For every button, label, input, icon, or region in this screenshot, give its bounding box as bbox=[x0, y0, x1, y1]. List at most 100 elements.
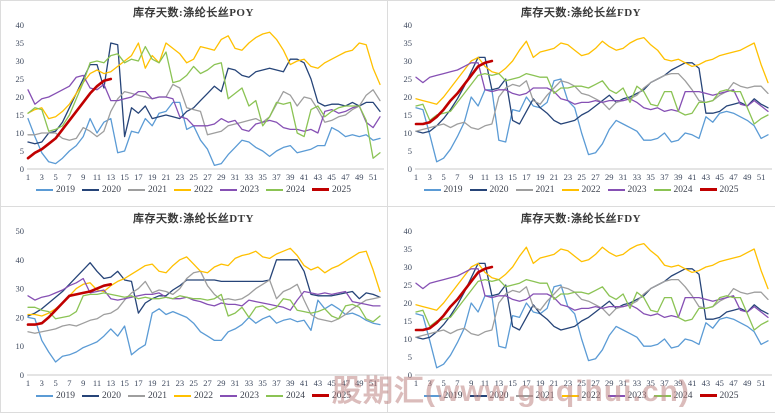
x-tick-label: 7 bbox=[455, 378, 459, 388]
x-tick-label: 17 bbox=[522, 378, 531, 388]
legend-swatch-2021 bbox=[128, 189, 145, 191]
x-tick-label: 37 bbox=[660, 172, 669, 182]
legend-label-2022: 2022 bbox=[582, 185, 601, 195]
x-tick-label: 43 bbox=[314, 172, 323, 182]
y-tick-label: 5 bbox=[407, 352, 411, 362]
x-tick-label: 29 bbox=[605, 378, 614, 388]
x-tick-label: 51 bbox=[756, 378, 765, 388]
legend-item-2019: 2019 bbox=[36, 185, 75, 195]
legend-swatch-2024 bbox=[266, 189, 283, 191]
legend-item-2020: 2020 bbox=[470, 391, 509, 401]
x-tick-label: 25 bbox=[577, 172, 586, 182]
legend-swatch-2025 bbox=[312, 188, 329, 191]
legend-swatch-2020 bbox=[82, 395, 99, 397]
x-tick-label: 19 bbox=[535, 378, 544, 388]
y-tick-label: 40 bbox=[403, 21, 412, 30]
x-tick-label: 15 bbox=[508, 172, 517, 182]
legend-label-2023: 2023 bbox=[240, 185, 259, 195]
x-tick-label: 17 bbox=[522, 172, 531, 182]
x-tick-label: 21 bbox=[162, 378, 171, 388]
legend-item-2024: 2024 bbox=[266, 185, 305, 195]
x-tick-label: 49 bbox=[355, 378, 364, 388]
x-tick-label: 33 bbox=[632, 378, 641, 388]
series-line-2019 bbox=[28, 300, 380, 362]
y-tick-label: 15 bbox=[403, 316, 412, 326]
legend-label-2020: 2020 bbox=[490, 391, 509, 401]
y-tick-label: 10 bbox=[16, 341, 25, 351]
series-line-2019 bbox=[416, 285, 768, 368]
x-tick-label: 51 bbox=[756, 172, 765, 182]
x-tick-label: 43 bbox=[701, 378, 710, 388]
y-tick-label: 5 bbox=[407, 146, 411, 156]
legend-swatch-2019 bbox=[36, 189, 53, 191]
legend-item-2019: 2019 bbox=[424, 185, 463, 195]
x-tick-label: 27 bbox=[203, 172, 212, 182]
y-tick-label: 35 bbox=[403, 38, 412, 48]
legend-item-2021: 2021 bbox=[516, 391, 555, 401]
x-tick-label: 45 bbox=[715, 378, 724, 388]
y-tick-label: 20 bbox=[403, 92, 412, 102]
x-tick-label: 23 bbox=[176, 378, 185, 388]
x-tick-label: 15 bbox=[508, 378, 517, 388]
y-tick-label: 10 bbox=[16, 128, 25, 138]
y-tick-label: 10 bbox=[403, 334, 412, 344]
x-tick-label: 35 bbox=[258, 378, 267, 388]
x-tick-label: 1 bbox=[26, 378, 30, 388]
x-tick-label: 43 bbox=[701, 172, 710, 182]
x-tick-label: 7 bbox=[455, 172, 459, 182]
x-tick-label: 31 bbox=[231, 378, 240, 388]
x-tick-label: 3 bbox=[427, 378, 431, 388]
x-tick-label: 13 bbox=[107, 378, 116, 388]
x-tick-label: 27 bbox=[203, 378, 212, 388]
x-tick-label: 33 bbox=[245, 378, 254, 388]
x-tick-label: 39 bbox=[674, 172, 683, 182]
legend-swatch-2021 bbox=[128, 395, 145, 397]
legend-label-2019: 2019 bbox=[56, 391, 75, 401]
legend-item-2023: 2023 bbox=[608, 185, 647, 195]
legend-swatch-2019 bbox=[36, 395, 53, 397]
legend-label-2021: 2021 bbox=[536, 391, 555, 401]
chart-title-dty: 库存天数:涤纶长丝DTY bbox=[1, 207, 387, 227]
legend-label-2024: 2024 bbox=[286, 391, 305, 401]
x-tick-label: 9 bbox=[469, 172, 473, 182]
y-tick-label: 15 bbox=[16, 110, 25, 120]
x-tick-label: 7 bbox=[67, 378, 71, 388]
legend-label-2023: 2023 bbox=[240, 391, 259, 401]
x-tick-label: 7 bbox=[67, 172, 71, 182]
legend-swatch-2020 bbox=[470, 189, 487, 191]
chart-title-fdy-top: 库存天数:涤纶长丝FDY bbox=[388, 1, 775, 21]
legend-item-2022: 2022 bbox=[174, 185, 213, 195]
legend-label-2021: 2021 bbox=[148, 391, 167, 401]
x-tick-label: 11 bbox=[93, 172, 101, 182]
x-tick-label: 1 bbox=[413, 172, 417, 182]
series-line-2025 bbox=[28, 79, 111, 158]
x-tick-label: 37 bbox=[272, 378, 281, 388]
x-tick-label: 13 bbox=[107, 172, 116, 182]
series-line-2021 bbox=[416, 279, 768, 337]
x-tick-label: 5 bbox=[441, 378, 445, 388]
series-line-2020 bbox=[28, 43, 380, 144]
x-tick-label: 45 bbox=[327, 378, 336, 388]
x-tick-label: 21 bbox=[549, 378, 558, 388]
legend-item-2022: 2022 bbox=[562, 391, 601, 401]
x-tick-label: 17 bbox=[134, 172, 143, 182]
x-tick-label: 23 bbox=[563, 172, 572, 182]
legend-label-2019: 2019 bbox=[56, 185, 75, 195]
y-tick-label: 30 bbox=[16, 283, 25, 293]
x-tick-label: 31 bbox=[231, 172, 240, 182]
x-tick-label: 21 bbox=[549, 172, 558, 182]
x-tick-label: 17 bbox=[134, 378, 143, 388]
legend-label-2022: 2022 bbox=[582, 391, 601, 401]
y-tick-label: 25 bbox=[16, 74, 25, 84]
y-tick-label: 0 bbox=[407, 370, 411, 380]
x-tick-label: 9 bbox=[469, 378, 473, 388]
legend-label-2020: 2020 bbox=[102, 391, 121, 401]
x-tick-label: 3 bbox=[40, 378, 44, 388]
legend-item-2020: 2020 bbox=[82, 185, 121, 195]
